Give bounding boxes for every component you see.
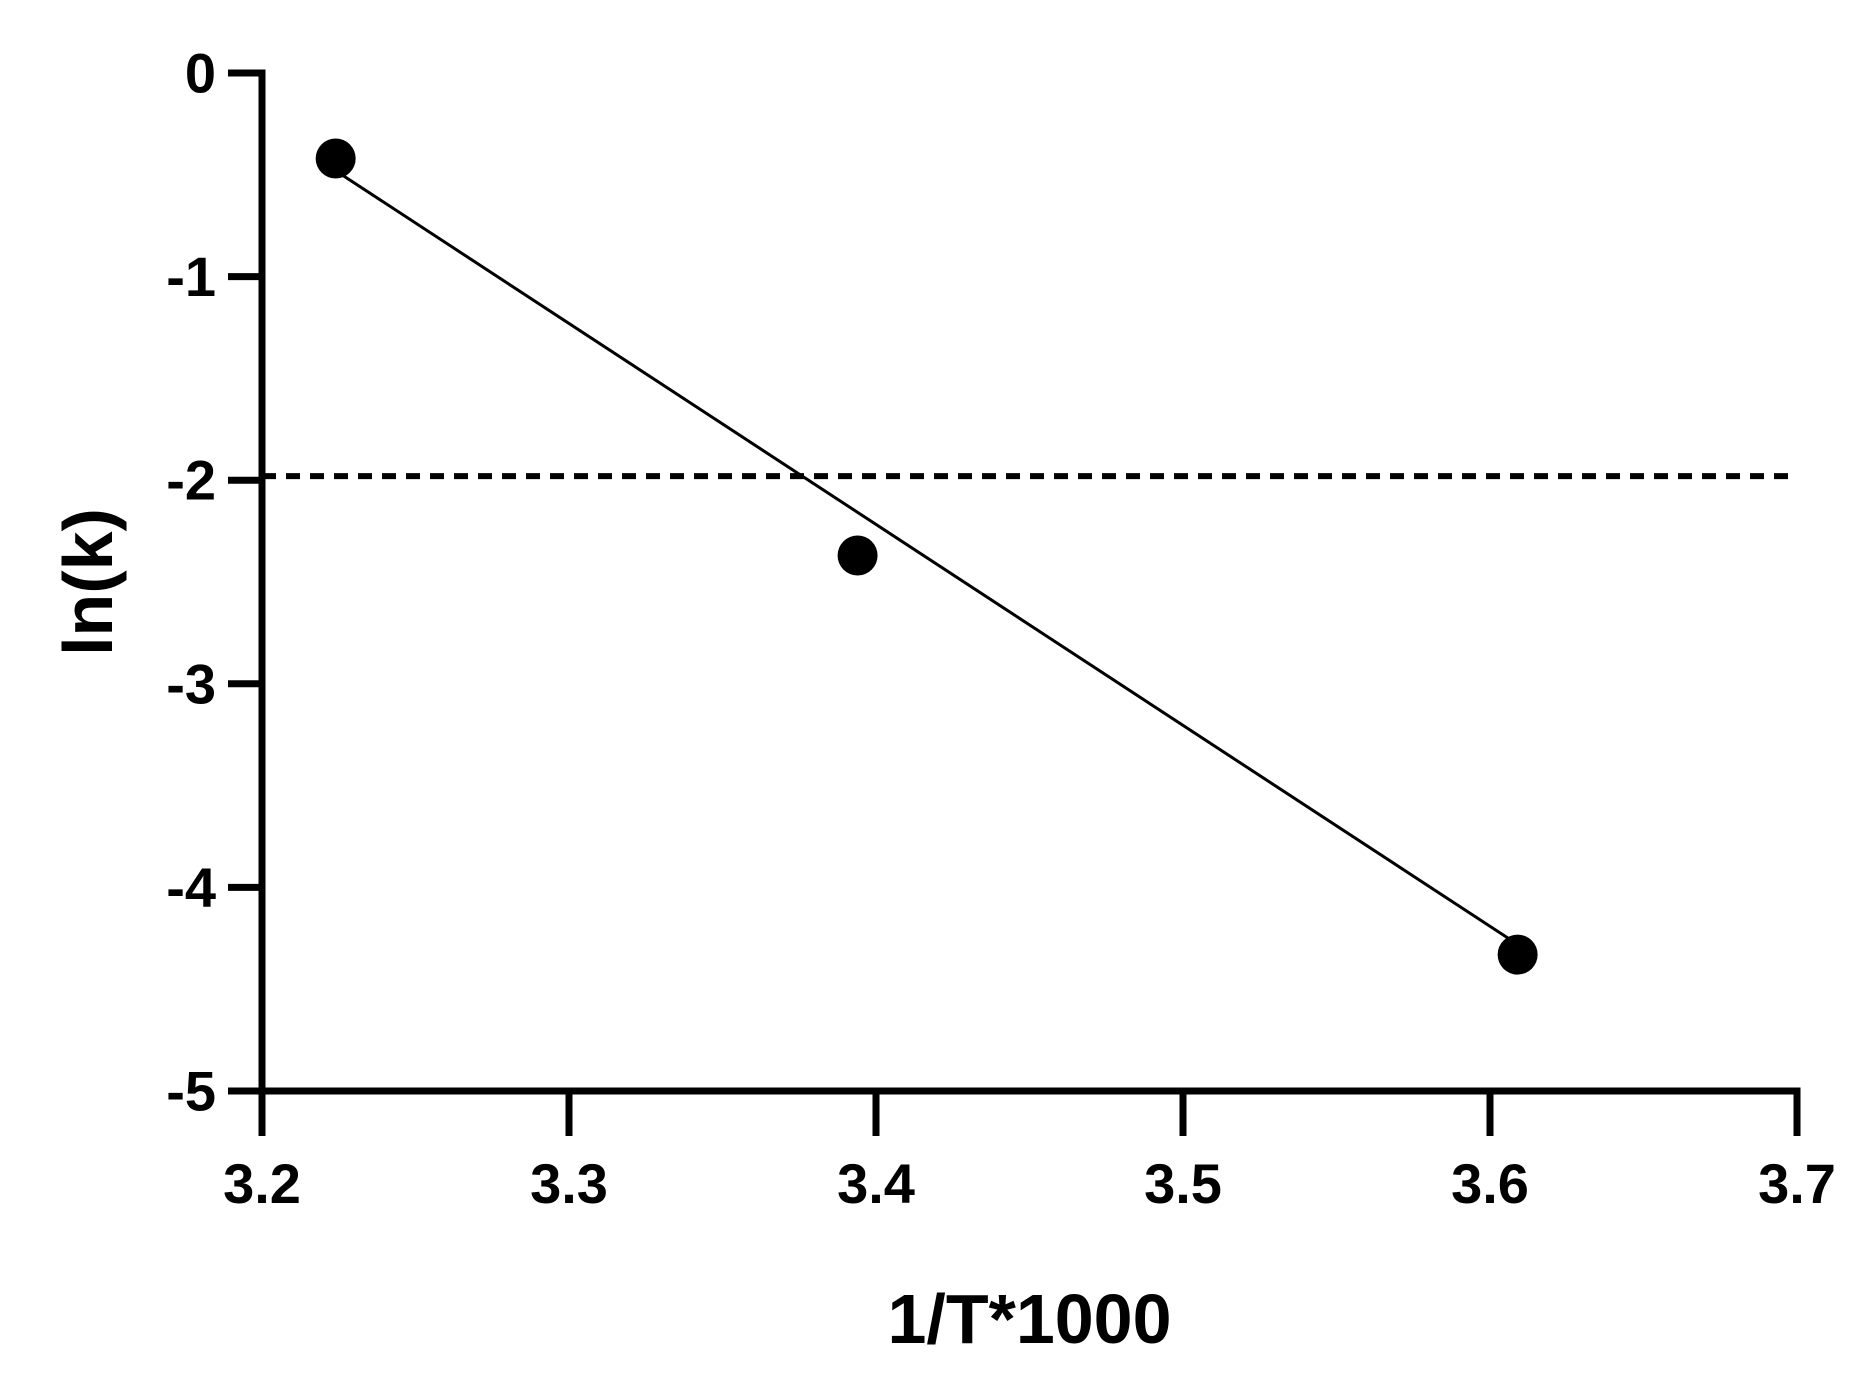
y-tick-label: -1 (166, 245, 216, 308)
x-tick-label: 3.6 (1451, 1152, 1529, 1215)
x-tick-label: 3.4 (837, 1152, 915, 1215)
x-tick-label: 3.2 (223, 1152, 301, 1215)
x-tick-label: 3.7 (1758, 1152, 1836, 1215)
data-point (1497, 934, 1538, 975)
labels-layer: 0 -1 -2 -3 -4 -53.2 3.3 3.4 3.5 3.6 3.7 1/T*1000 ln(… (49, 42, 1836, 1359)
x-axis-title: 1/T*1000 (887, 1280, 1171, 1358)
x-tick-label: 3.5 (1144, 1152, 1222, 1215)
axes-layer (228, 69, 1801, 1136)
lines-layer (262, 169, 1797, 946)
y-tick-label: -3 (166, 652, 216, 715)
data-point (315, 138, 356, 179)
y-tick-label: 0 (185, 42, 216, 105)
x-tick-label: 3.3 (530, 1152, 608, 1215)
y-tick-label: -4 (166, 856, 216, 919)
points-layer (315, 138, 1538, 975)
y-tick-label: -2 (166, 449, 216, 512)
fit-line (334, 169, 1519, 946)
y-tick-label: -5 (166, 1060, 216, 1123)
y-axis-title: ln(k) (49, 508, 127, 656)
data-point (837, 535, 878, 576)
